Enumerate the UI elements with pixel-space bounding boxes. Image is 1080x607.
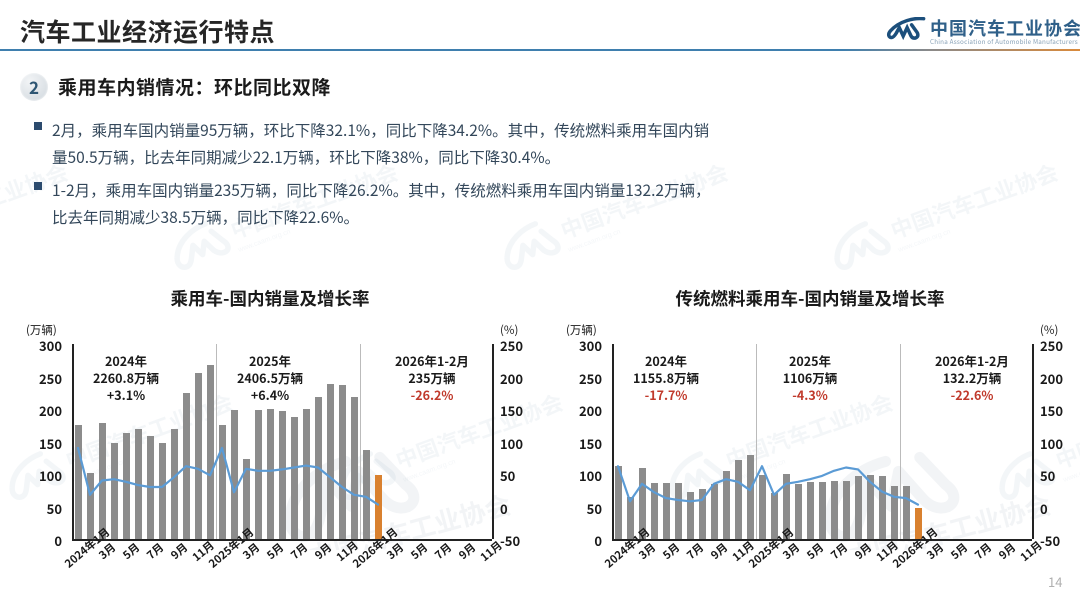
svg-text:www.caam.org.cn: www.caam.org.cn <box>896 228 951 254</box>
svg-text:www.caam.org.cn: www.caam.org.cn <box>566 228 621 254</box>
svg-text:www.caam.org.cn: www.caam.org.cn <box>236 228 291 254</box>
